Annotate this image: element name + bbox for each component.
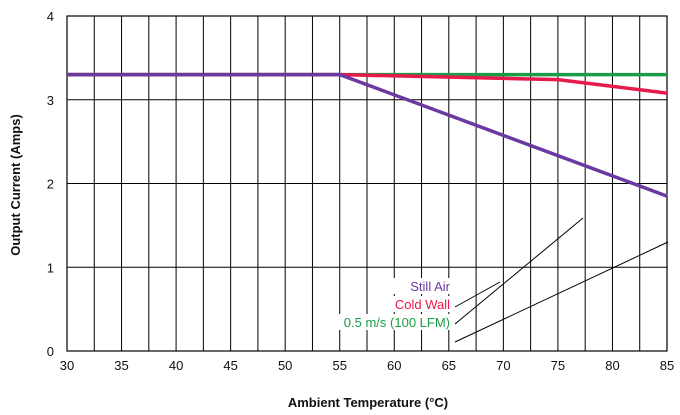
annotation-bg (324, 314, 453, 330)
x-tick-label: 50 (278, 358, 292, 373)
plot-frame (66, 15, 668, 352)
y-tick-label: 0 (47, 344, 54, 359)
x-tick-label: 75 (551, 358, 565, 373)
annotation-layer: Still Air Cold Wall 0.5 m/s (100 LFM) (324, 278, 453, 330)
series-line (67, 72, 668, 198)
x-tick-label: 65 (442, 358, 456, 373)
x-tick-label: 70 (496, 358, 510, 373)
leader-layer (454, 217, 669, 343)
x-tick-label: 40 (169, 358, 183, 373)
leader-line (454, 217, 584, 325)
x-axis-title: Ambient Temperature (°C) (288, 395, 448, 410)
x-tick-label: 85 (660, 358, 674, 373)
y-tick-label: 4 (47, 9, 54, 24)
y-axis-title: Output Current (Amps) (8, 114, 23, 256)
x-tick-label: 80 (605, 358, 619, 373)
annotation-label: Cold Wall (395, 297, 450, 312)
leader-line (454, 281, 501, 308)
tick-label-layer: 30 35 40 45 50 55 60 65 70 75 80 85 0 1 2 3 4 (47, 9, 674, 373)
y-tick-label: 2 (47, 177, 54, 192)
x-tick-label: 60 (387, 358, 401, 373)
series-layer (67, 72, 668, 198)
x-tick-label: 35 (114, 358, 128, 373)
annotation-label: Still Air (410, 279, 450, 294)
x-tick-label: 30 (60, 358, 74, 373)
x-tick-label: 55 (332, 358, 346, 373)
annotation-bg (382, 296, 453, 312)
x-tick-label: 45 (223, 358, 237, 373)
annotation-bg (392, 278, 453, 294)
y-tick-label: 3 (47, 93, 54, 108)
y-tick-label: 1 (47, 260, 54, 275)
annotation-label: 0.5 m/s (100 LFM) (344, 315, 450, 330)
grid-layer (66, 15, 668, 352)
leader-line (454, 241, 669, 343)
